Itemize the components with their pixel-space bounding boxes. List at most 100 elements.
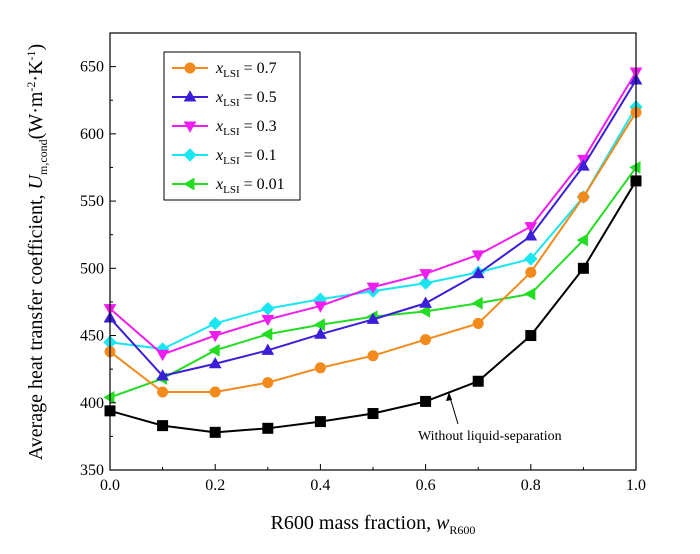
- y-tick-label: 600: [80, 126, 104, 143]
- data-point: [313, 318, 325, 332]
- legend-marker: [183, 177, 195, 191]
- data-point: [208, 357, 222, 369]
- data-point: [420, 395, 432, 407]
- legend-var: x: [215, 89, 223, 106]
- legend-var: x: [215, 147, 223, 164]
- legend-marker: [183, 148, 197, 162]
- y-tick-label: 650: [80, 59, 104, 76]
- data-point: [261, 314, 275, 327]
- data-point: [577, 159, 590, 171]
- legend-entry: xLSI = 0.7: [172, 60, 277, 80]
- data-point: [418, 276, 433, 290]
- data-point: [157, 386, 169, 398]
- data-point: [577, 191, 589, 203]
- data-point: [261, 327, 273, 341]
- legend-sub: LSI: [223, 68, 240, 80]
- data-point: [524, 252, 538, 266]
- y-axis-title-sub: m,cond: [36, 139, 50, 175]
- legend-entry: xLSI = 0.3: [172, 118, 277, 138]
- data-point: [366, 282, 380, 294]
- data-point: [261, 343, 275, 355]
- legend-value: = 0.5: [240, 89, 277, 106]
- y-tick-label: 350: [80, 462, 104, 479]
- data-point: [209, 426, 221, 438]
- legend-label: xLSI = 0.5: [215, 89, 277, 109]
- data-point: [471, 250, 485, 262]
- x-tick-label: 0.6: [416, 477, 436, 494]
- legend-marker: [184, 62, 196, 74]
- x-axis-title-sub: R600: [449, 523, 475, 537]
- data-point: [314, 301, 327, 313]
- legend-marker: [183, 90, 197, 102]
- series-1: [103, 73, 643, 381]
- y-tick-label: 500: [80, 260, 104, 277]
- data-point: [103, 391, 115, 404]
- y-axis-title-unit-close: ): [25, 44, 47, 51]
- legend-label: xLSI = 0.1: [215, 147, 277, 167]
- legend-sub: LSI: [223, 97, 240, 109]
- data-point: [471, 266, 485, 279]
- data-point: [471, 296, 483, 310]
- series-2: [103, 67, 643, 362]
- data-point: [367, 350, 379, 362]
- data-point: [366, 312, 380, 324]
- legend-marker: [183, 121, 197, 133]
- legend-label: xLSI = 0.7: [215, 60, 277, 80]
- data-point: [314, 416, 326, 428]
- x-axis-title-main: R600 mass fraction,: [271, 512, 437, 534]
- data-point: [262, 377, 274, 389]
- data-point: [208, 331, 222, 343]
- data-point: [208, 316, 222, 331]
- data-point: [209, 386, 221, 398]
- y-axis-title: Average heat transfer coefficient, Um,co…: [24, 44, 50, 460]
- x-axis-title-var: w: [436, 512, 450, 534]
- data-point: [472, 317, 484, 329]
- legend-entry: xLSI = 0.01: [172, 176, 285, 196]
- annotation-text: Without liquid-separation: [418, 429, 562, 444]
- data-point: [261, 301, 275, 316]
- data-point: [418, 304, 431, 318]
- legend-label: xLSI = 0.3: [215, 118, 277, 138]
- data-point: [262, 422, 274, 434]
- y-axis-title-unit-mid: ·K: [25, 60, 47, 82]
- y-axis-title-var: U: [25, 173, 47, 189]
- y-axis-title-main: Average heat transfer coefficient,: [25, 189, 47, 460]
- data-point: [314, 362, 326, 374]
- legend-value: = 0.7: [240, 60, 277, 77]
- y-axis-title-unit-open: (W·m: [25, 91, 47, 139]
- data-point: [367, 408, 379, 420]
- data-point: [472, 375, 484, 387]
- x-tick-label: 1.0: [626, 477, 646, 494]
- data-point: [577, 262, 589, 274]
- legend-value: = 0.1: [240, 147, 277, 164]
- x-axis-title: R600 mass fraction, wR600: [271, 512, 476, 537]
- annotation-arrowhead: [446, 392, 452, 401]
- series-line: [109, 180, 637, 434]
- data-point: [156, 369, 169, 381]
- legend-entry: xLSI = 0.5: [172, 89, 277, 109]
- data-point: [524, 229, 538, 241]
- data-point: [419, 269, 432, 281]
- data-point: [208, 343, 220, 357]
- legend-var: x: [215, 176, 223, 193]
- data-point: [156, 349, 169, 362]
- y-axis-title-unit-exp2: -1: [24, 50, 38, 60]
- series-5: [104, 175, 642, 438]
- legend-sub: LSI: [223, 155, 240, 167]
- y-axis-title-unit-exp1: -2: [24, 82, 38, 92]
- x-tick-label: 0.0: [100, 477, 120, 494]
- legend-value: = 0.01: [240, 176, 285, 193]
- data-point: [576, 233, 588, 247]
- data-point: [419, 296, 432, 308]
- data-point: [629, 161, 641, 174]
- y-tick-label: 400: [80, 395, 104, 412]
- data-point: [524, 287, 536, 301]
- data-point: [420, 334, 432, 346]
- legend-var: x: [215, 60, 223, 77]
- x-tick-label: 0.8: [521, 477, 541, 494]
- legend-sub: LSI: [223, 126, 240, 138]
- legend-value: = 0.3: [240, 118, 277, 135]
- data-point: [525, 330, 537, 342]
- data-point: [314, 327, 327, 339]
